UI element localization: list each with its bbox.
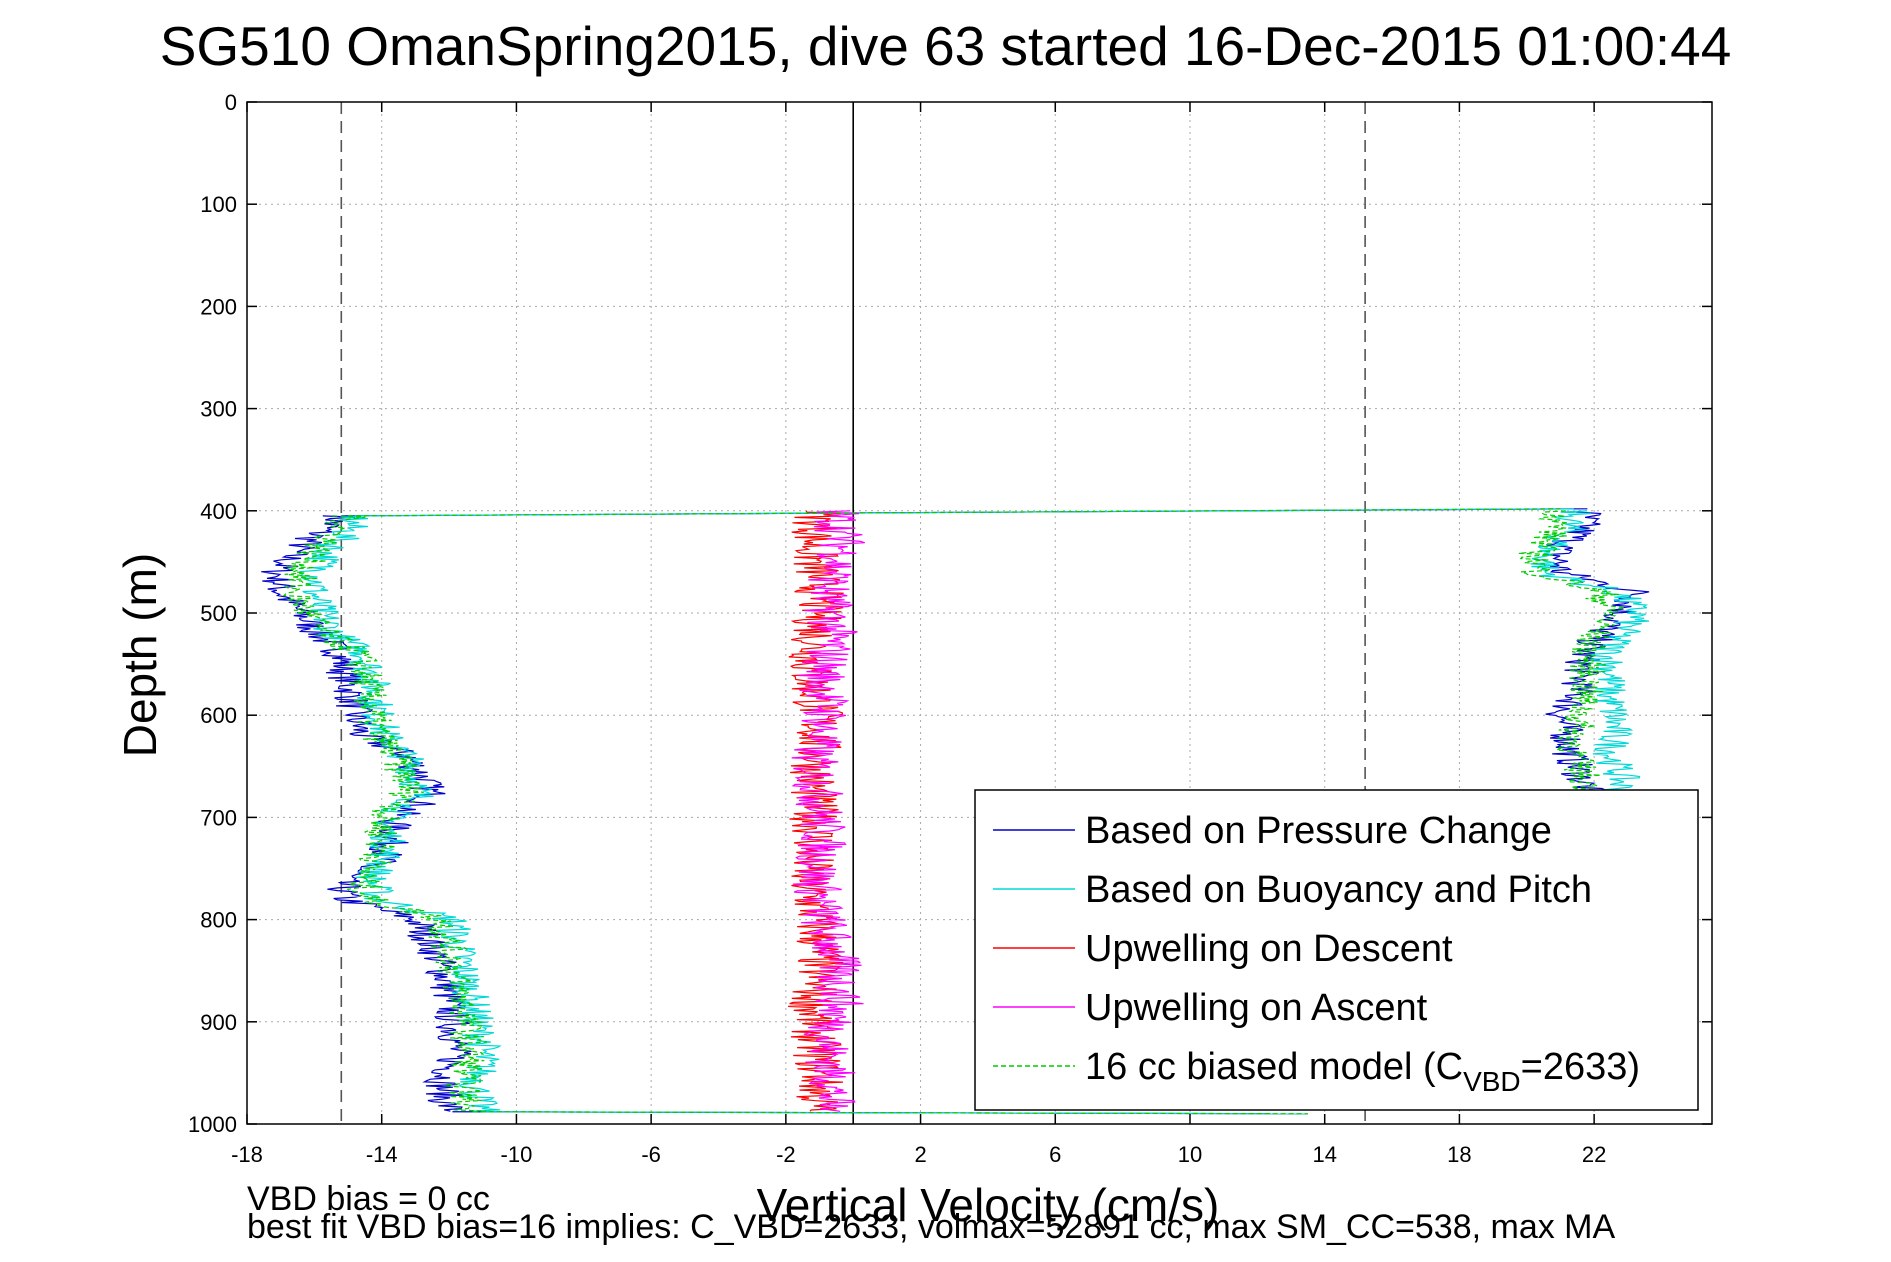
x-axis-label: Vertical Velocity (cm/s) (756, 1179, 1220, 1231)
x-tick-label: 22 (1582, 1142, 1606, 1167)
series-layer (261, 508, 1650, 1115)
legend-label-main: 16 cc biased model (C (1085, 1046, 1463, 1088)
series-line-4-segment-0 (282, 515, 488, 1112)
note-vbd-bias: VBD bias = 0 cc (247, 1180, 490, 1218)
legend-label-tail: =2633) (1521, 1046, 1640, 1088)
legend-label: Based on Buoyancy and Pitch (1085, 869, 1592, 911)
series-line-0-segment-0 (261, 515, 472, 1112)
legend: Based on Pressure Change Based on Buoyanc… (974, 789, 1699, 1111)
x-tick-label: -10 (501, 1142, 533, 1167)
y-tick-label: 400 (200, 499, 237, 524)
axis-ticks: -18 -14 -10 -6 -2 2 6 10 14 18 22 0 100 200 300 400 500 6… (188, 90, 1712, 1167)
x-tick-label: 2 (914, 1142, 926, 1167)
y-tick-label: 1000 (188, 1112, 237, 1137)
series-line-4-segment-1 (1518, 510, 1626, 792)
y-tick-label: 800 (200, 908, 237, 933)
y-tick-label: 200 (200, 294, 237, 319)
series-line-1-segment-1 (1530, 510, 1650, 792)
legend-label: Upwelling on Descent (1085, 928, 1453, 970)
y-tick-label: 100 (200, 192, 237, 217)
y-tick-label: 700 (200, 805, 237, 830)
series-line-0-segment-1 (1545, 510, 1650, 792)
x-tick-label: 18 (1447, 1142, 1471, 1167)
legend-label: 16 cc biased model (CVBD=2633) (1085, 1046, 1640, 1097)
x-tick-label: 14 (1312, 1142, 1336, 1167)
x-tick-label: -14 (366, 1142, 398, 1167)
x-tick-label: 6 (1049, 1142, 1061, 1167)
x-tick-label: 10 (1178, 1142, 1202, 1167)
legend-label-subscript: VBD (1463, 1066, 1521, 1097)
legend-label: Upwelling on Ascent (1085, 987, 1428, 1029)
series-top-turn-4 (348, 508, 1561, 517)
y-tick-label: 500 (200, 601, 237, 626)
legend-box (974, 789, 1699, 1111)
note-best-fit: best fit VBD bias=16 implies: C_VBD=2633… (247, 1208, 1616, 1246)
y-tick-label: 0 (225, 90, 237, 115)
x-tick-label: -18 (231, 1142, 263, 1167)
y-tick-label: 300 (200, 397, 237, 422)
series-bottom-turn-4 (472, 1111, 1308, 1115)
series-bottom-turn-1 (482, 1111, 1308, 1115)
legend-label: Based on Pressure Change (1085, 810, 1552, 852)
series-line-3-segment-0 (791, 510, 865, 1112)
x-tick-label: -6 (641, 1142, 661, 1167)
y-tick-label: 600 (200, 703, 237, 728)
series-line-1-segment-0 (299, 515, 502, 1112)
x-tick-label: -2 (776, 1142, 796, 1167)
reference-lines (340, 102, 1366, 1124)
y-tick-label: 900 (200, 1010, 237, 1035)
chart-title: SG510 OmanSpring2015, dive 63 started 16… (159, 15, 1732, 77)
